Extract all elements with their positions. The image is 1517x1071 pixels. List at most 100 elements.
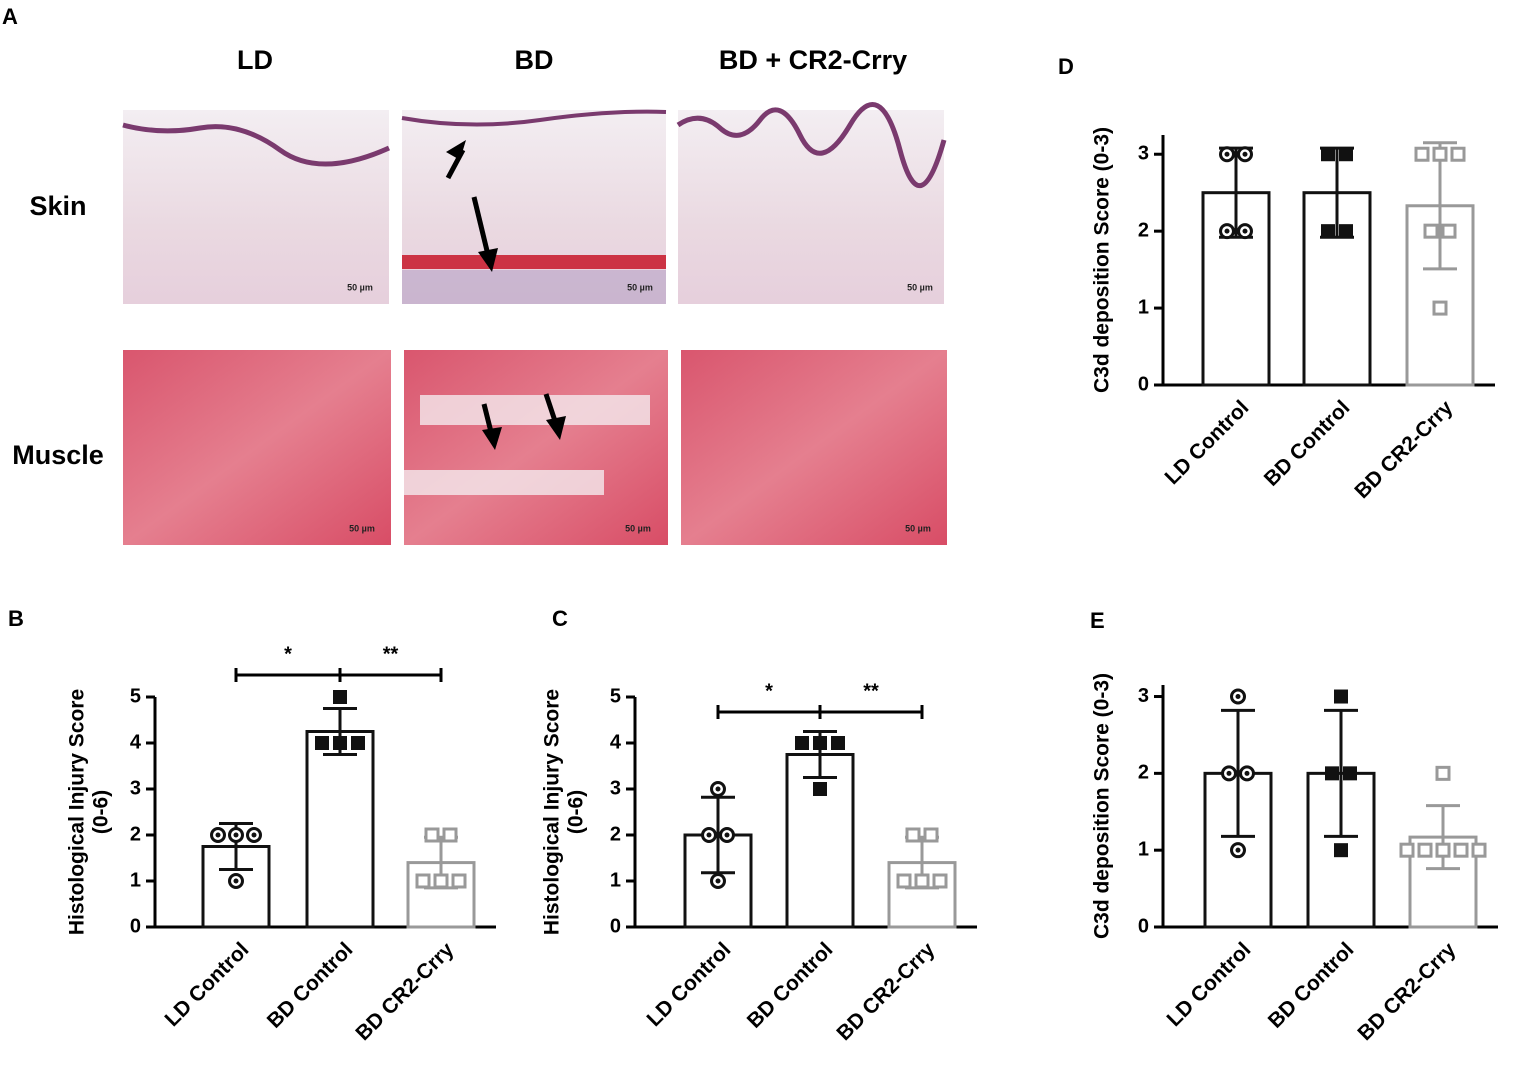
data-point — [831, 736, 845, 750]
data-point — [1339, 147, 1353, 162]
data-point — [1219, 223, 1235, 240]
point-dot — [1242, 228, 1248, 234]
y-tick-label: 2 — [1138, 219, 1149, 241]
data-point — [1414, 146, 1430, 162]
data-point — [333, 690, 347, 704]
y-tick-label: 0 — [610, 915, 621, 937]
data-point — [1441, 223, 1457, 239]
data-point — [1417, 842, 1433, 858]
image-skin-cr2 — [678, 110, 944, 304]
data-point — [795, 736, 809, 750]
row-label: Muscle — [12, 440, 104, 470]
scale-label: 50 µm — [905, 523, 931, 533]
data-point — [333, 736, 347, 750]
point-dot — [715, 786, 721, 792]
data-point — [1435, 842, 1451, 858]
y-tick-label: 1 — [130, 869, 141, 891]
data-point — [923, 827, 939, 843]
panel-letter: B — [8, 606, 24, 631]
data-point — [1321, 147, 1335, 162]
y-tick-label: 3 — [1138, 143, 1149, 165]
data-point — [710, 781, 726, 797]
data-point — [719, 827, 735, 843]
y-tick-label: 4 — [610, 731, 622, 753]
significance-label: ** — [383, 643, 399, 665]
data-point — [710, 873, 726, 889]
scale-label: 50 µm — [349, 523, 375, 533]
significance-label: * — [765, 680, 773, 702]
data-point — [1450, 146, 1466, 162]
y-axis-label: Histological Injury Score — [541, 689, 564, 935]
y-axis-label: (0-6) — [565, 790, 588, 834]
data-point — [1343, 766, 1357, 781]
panel-letter: E — [1090, 608, 1105, 633]
point-dot — [706, 832, 712, 838]
point-dot — [1244, 770, 1250, 776]
point-dot — [233, 832, 239, 838]
data-point — [1219, 146, 1235, 163]
row-label: Skin — [29, 191, 86, 221]
data-point — [433, 873, 449, 889]
bar — [785, 753, 855, 929]
data-point — [813, 782, 827, 796]
y-tick-label: 0 — [130, 915, 141, 937]
scale-label: 50 µm — [347, 282, 373, 292]
image-muscle-bd — [404, 350, 668, 545]
data-point — [1230, 688, 1246, 705]
y-axis-label: C3d deposition Score (0-3) — [1091, 127, 1114, 393]
image-skin-ld — [123, 110, 389, 304]
y-axis-label: Histological Injury Score — [66, 689, 89, 935]
image-muscle-ld — [123, 350, 391, 545]
scale-label: 50 µm — [625, 523, 651, 533]
y-tick-label: 0 — [1138, 915, 1149, 937]
error-bar — [1324, 708, 1358, 838]
point-dot — [1224, 151, 1230, 157]
x-tick-label: LD Control — [642, 938, 735, 1031]
x-tick-label: BD CR2-Crry — [1353, 938, 1460, 1045]
data-point — [905, 827, 921, 843]
panel-letter: A — [2, 4, 18, 29]
scale-label: 50 µm — [907, 282, 933, 292]
error-bar — [1426, 804, 1460, 871]
panel-letter: D — [1058, 54, 1074, 79]
x-tick-label: BD Control — [263, 938, 358, 1033]
y-tick-label: 3 — [130, 777, 141, 799]
point-dot — [1224, 228, 1230, 234]
significance-label: ** — [863, 680, 879, 702]
data-point — [1221, 765, 1237, 782]
point-dot — [715, 878, 721, 884]
y-tick-label: 1 — [1138, 296, 1149, 318]
data-point — [1399, 842, 1415, 858]
y-tick-label: 1 — [1138, 838, 1149, 860]
data-point — [1432, 300, 1448, 316]
column-label: BD — [515, 45, 554, 75]
data-point — [228, 827, 244, 843]
histology-images — [122, 102, 947, 545]
y-tick-label: 4 — [130, 731, 142, 753]
data-point — [914, 873, 930, 889]
x-tick-label: BD Control — [1264, 938, 1359, 1033]
y-tick-label: 2 — [1138, 762, 1149, 784]
significance-label: * — [284, 643, 292, 665]
scale-label: 50 µm — [627, 282, 653, 292]
bar — [305, 730, 375, 929]
y-tick-label: 3 — [610, 777, 621, 799]
data-point — [1334, 689, 1348, 704]
x-tick-label: BD CR2-Crry — [832, 938, 939, 1045]
y-tick-label: 2 — [130, 823, 141, 845]
image-muscle-cr2 — [681, 350, 947, 545]
point-dot — [215, 832, 221, 838]
y-tick-label: 5 — [130, 685, 141, 707]
point-dot — [1235, 847, 1241, 853]
x-tick-label: BD Control — [1260, 396, 1355, 491]
data-point — [1237, 146, 1253, 163]
column-label: LD — [237, 45, 273, 75]
data-point — [701, 827, 717, 843]
data-point — [813, 736, 827, 750]
y-axis-label: C3d deposition Score (0-3) — [1091, 673, 1114, 939]
data-point — [1339, 224, 1353, 239]
data-point — [424, 827, 440, 843]
data-point — [1471, 842, 1487, 858]
point-dot — [1226, 770, 1232, 776]
